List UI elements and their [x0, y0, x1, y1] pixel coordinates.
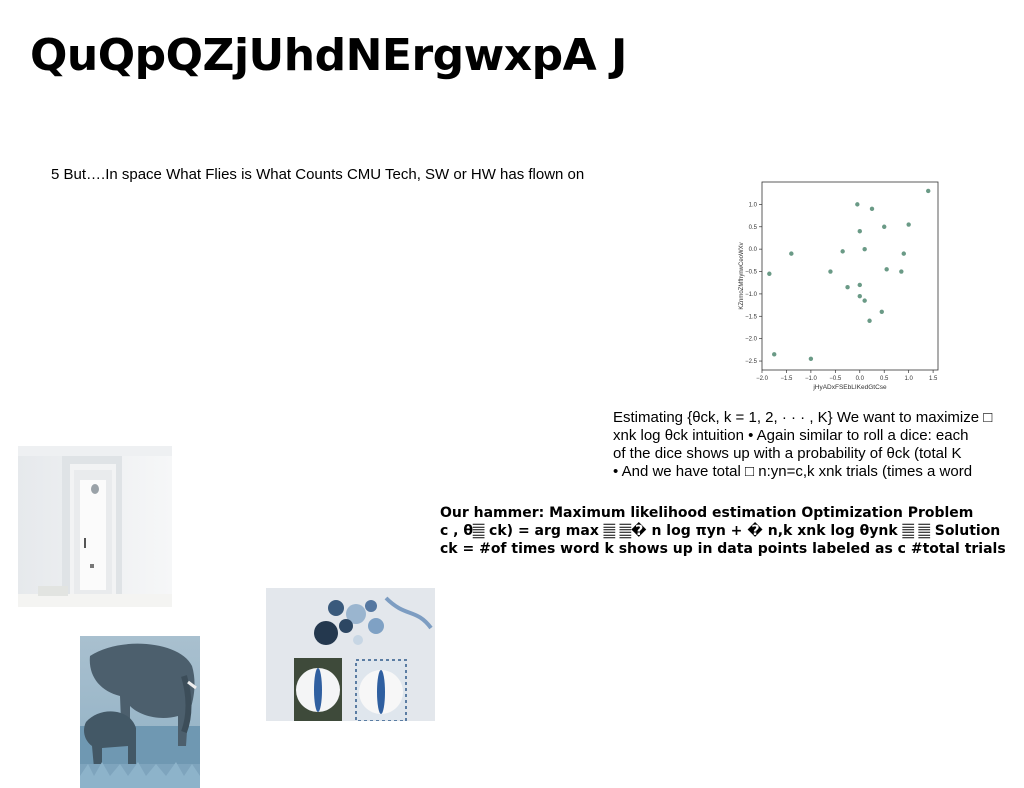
- scatter-point: [857, 229, 862, 234]
- slide-title: QuQpQZjUhdNErgwxpA J: [30, 30, 627, 81]
- chart-frame: [761, 181, 939, 371]
- x-tick-label: −1.5: [781, 376, 794, 382]
- scatter-point: [789, 251, 794, 256]
- y-tick-label: 1.0: [749, 202, 758, 208]
- text-line: of the dice shows up with a probability …: [613, 445, 962, 462]
- scatter-point: [857, 293, 862, 299]
- table-setting-photo: [266, 588, 435, 721]
- y-ticks: 1.0 0.5 0.0 −0.5 −1.0 −1.5 −2.0 −2.5: [745, 202, 762, 365]
- x-tick-label: 0.5: [880, 376, 889, 382]
- text-line: xnk log θck intuition • Again similar to…: [613, 427, 969, 444]
- y-tick-label: −2.5: [745, 359, 758, 365]
- y-tick-label: −1.0: [745, 292, 758, 298]
- x-tick-label: 1.0: [904, 376, 913, 382]
- text-line: • And we have total □ n:yn=c,k xnk trial…: [613, 463, 973, 480]
- x-tick-label: 0.0: [856, 376, 865, 382]
- scatter-chart-svg: −2.0 −1.5 −1.0 −0.5 0.0 0.5 1.0 1.5 1.0 0.5 0.0 −0…: [739, 181, 939, 391]
- x-tick-label: 1.5: [929, 376, 938, 382]
- elephant-photo: [80, 636, 200, 788]
- x-tick-label: −1.0: [805, 376, 818, 382]
- scatter-point: [869, 206, 875, 212]
- slide-subtitle: 5 But….In space What Flies is What Count…: [51, 166, 585, 183]
- x-axis-label: jHyADxFSEbLIKedGtCse: [812, 384, 887, 391]
- y-tick-label: 0.0: [749, 247, 758, 253]
- text-line: c , θ𝄛 ck) = arg max 𝄛 𝄛� n log πyn + � …: [440, 523, 1001, 539]
- scatter-point: [879, 309, 884, 315]
- scatter-point: [767, 271, 772, 276]
- scatter-chart: −2.0 −1.5 −1.0 −0.5 0.0 0.5 1.0 1.5 1.0 0.5 0.0 −0…: [732, 178, 947, 398]
- text-line: Our hammer: Maximum likelihood estimatio…: [440, 505, 974, 521]
- text-line: ck = #of times word k shows up in data p…: [440, 541, 1006, 557]
- door-photo: [18, 446, 172, 607]
- scatter-point: [899, 269, 904, 274]
- scatter-point: [828, 269, 833, 274]
- scatter-point: [906, 222, 911, 227]
- scatter-point: [882, 224, 887, 229]
- y-tick-label: −2.0: [745, 337, 758, 343]
- y-tick-label: −0.5: [745, 270, 758, 276]
- scatter-point: [862, 246, 867, 252]
- estimation-text-block: Estimating {θck, k = 1, 2, · · · , K} We…: [613, 409, 1013, 481]
- mle-text-block: Our hammer: Maximum likelihood estimatio…: [440, 504, 1020, 558]
- scatter-point: [845, 284, 850, 290]
- x-tick-label: −2.0: [756, 376, 769, 382]
- text-line: Estimating {θck, k = 1, 2, · · · , K} We…: [613, 409, 993, 426]
- y-tick-label: −1.5: [745, 314, 758, 320]
- y-tick-label: 0.5: [749, 225, 758, 231]
- scatter-point: [840, 249, 845, 254]
- scatter-point: [857, 282, 862, 288]
- scatter-point: [862, 298, 867, 303]
- scatter-point: [884, 267, 889, 272]
- y-axis-label: KZnmoZMfhynwCeoWXv: [739, 242, 745, 309]
- scatter-point: [926, 188, 931, 194]
- scatter-point: [772, 352, 777, 357]
- scatter-point: [808, 356, 814, 362]
- scatter-point: [867, 318, 872, 323]
- data-points: [767, 188, 931, 362]
- x-ticks: −2.0 −1.5 −1.0 −0.5 0.0 0.5 1.0 1.5: [756, 370, 938, 382]
- scatter-point: [855, 202, 860, 207]
- x-tick-label: −0.5: [829, 376, 842, 382]
- scatter-point: [901, 251, 906, 256]
